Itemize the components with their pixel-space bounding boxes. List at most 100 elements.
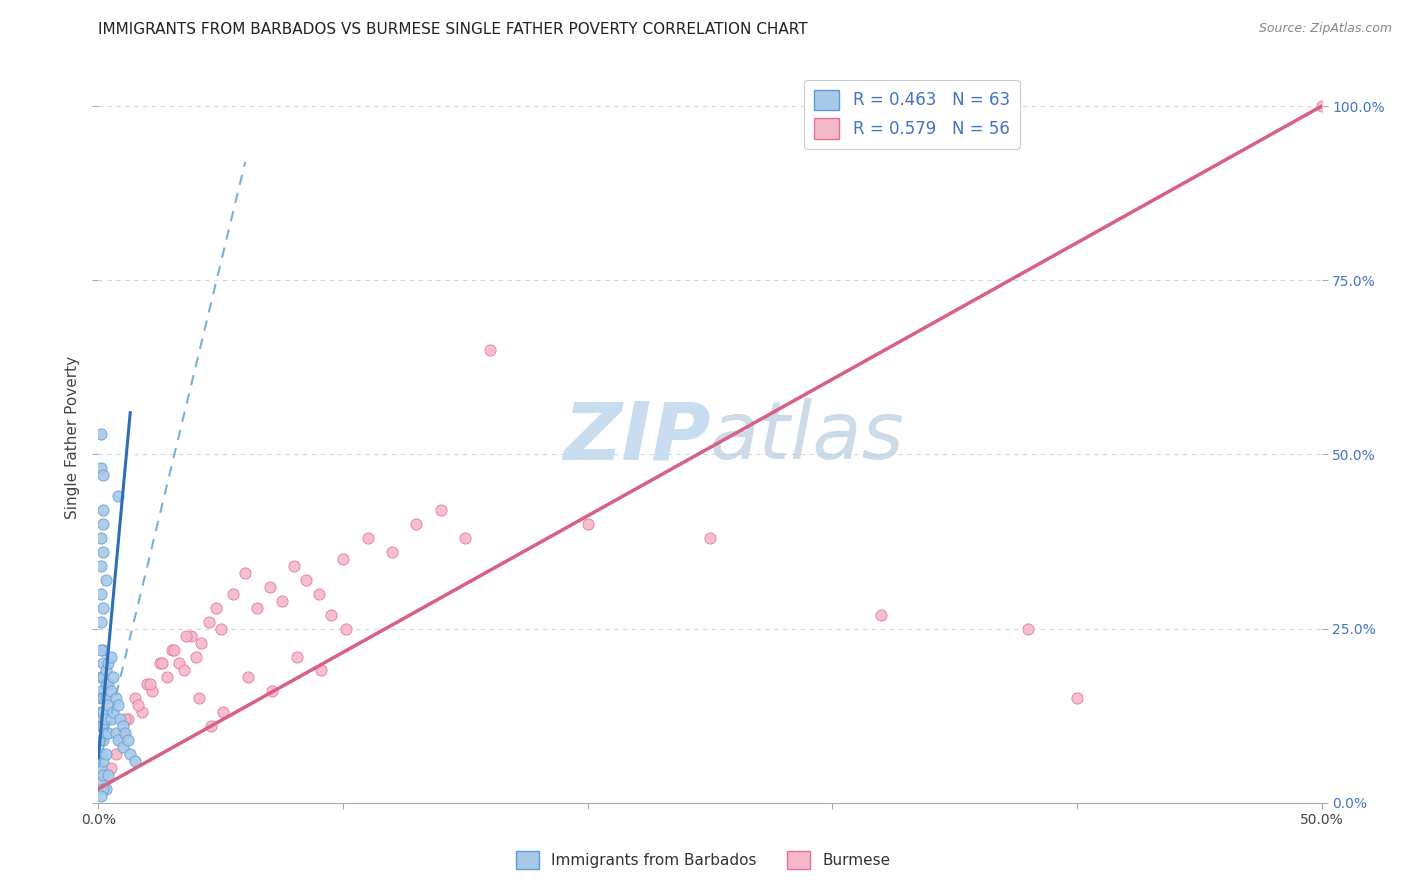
Legend: R = 0.463   N = 63, R = 0.579   N = 56: R = 0.463 N = 63, R = 0.579 N = 56	[804, 79, 1019, 149]
Point	[309, 664, 332, 678]
Point	[91, 719, 114, 733]
Legend: Immigrants from Barbados, Burmese: Immigrants from Barbados, Burmese	[509, 845, 897, 875]
Point	[94, 573, 117, 587]
Point	[187, 691, 209, 706]
Point	[308, 587, 330, 601]
Point	[104, 747, 127, 761]
Point	[94, 726, 117, 740]
Point	[120, 747, 142, 761]
Point	[110, 712, 132, 726]
Point	[1066, 691, 1088, 706]
Point	[90, 684, 112, 698]
Point	[101, 670, 124, 684]
Point	[381, 545, 404, 559]
Point	[90, 670, 112, 684]
Point	[173, 664, 195, 678]
Point	[190, 635, 212, 649]
Point	[97, 726, 120, 740]
Y-axis label: Single Father Poverty: Single Father Poverty	[65, 356, 80, 518]
Point	[150, 657, 173, 671]
Point	[117, 712, 139, 726]
Point	[91, 642, 114, 657]
Point	[94, 712, 117, 726]
Point	[576, 517, 599, 532]
Point	[107, 698, 129, 713]
Point	[90, 747, 112, 761]
Point	[90, 587, 112, 601]
Point	[91, 768, 114, 782]
Text: atlas: atlas	[710, 398, 905, 476]
Point	[111, 726, 134, 740]
Point	[91, 781, 114, 796]
Point	[111, 740, 134, 755]
Point	[295, 573, 318, 587]
Point	[430, 503, 453, 517]
Point	[91, 468, 114, 483]
Point	[91, 691, 114, 706]
Point	[94, 781, 117, 796]
Point	[124, 754, 146, 768]
Point	[91, 503, 114, 517]
Point	[167, 657, 190, 671]
Point	[90, 691, 112, 706]
Point	[100, 684, 122, 698]
Point	[259, 580, 281, 594]
Point	[90, 642, 112, 657]
Point	[139, 677, 162, 691]
Point	[90, 775, 112, 789]
Point	[100, 649, 122, 664]
Point	[90, 531, 112, 545]
Point	[335, 622, 357, 636]
Point	[270, 594, 294, 608]
Text: Source: ZipAtlas.com: Source: ZipAtlas.com	[1258, 22, 1392, 36]
Point	[114, 726, 136, 740]
Point	[205, 600, 228, 615]
Point	[233, 566, 256, 580]
Point	[176, 629, 198, 643]
Point	[94, 664, 117, 678]
Point	[91, 657, 114, 671]
Point	[90, 733, 112, 747]
Point	[94, 677, 117, 691]
Point	[212, 705, 235, 719]
Point	[405, 517, 427, 532]
Point	[149, 657, 172, 671]
Point	[180, 629, 202, 643]
Point	[97, 657, 120, 671]
Point	[699, 531, 721, 545]
Point	[200, 719, 222, 733]
Point	[91, 705, 114, 719]
Point	[111, 719, 134, 733]
Point	[319, 607, 342, 622]
Point	[104, 691, 127, 706]
Point	[186, 649, 208, 664]
Point	[90, 761, 112, 775]
Point	[90, 426, 112, 441]
Point	[100, 761, 122, 775]
Point	[97, 698, 120, 713]
Point	[100, 712, 122, 726]
Point	[236, 670, 259, 684]
Point	[97, 768, 120, 782]
Point	[117, 733, 139, 747]
Point	[90, 719, 112, 733]
Point	[222, 587, 245, 601]
Point	[870, 607, 893, 622]
Point	[127, 698, 149, 713]
Text: ZIP: ZIP	[562, 398, 710, 476]
Point	[107, 733, 129, 747]
Point	[90, 712, 112, 726]
Point	[124, 691, 146, 706]
Point	[101, 705, 124, 719]
Point	[94, 691, 117, 706]
Point	[246, 600, 269, 615]
Point	[163, 642, 186, 657]
Point	[356, 531, 378, 545]
Point	[91, 733, 114, 747]
Point	[104, 726, 127, 740]
Point	[1017, 622, 1039, 636]
Point	[1310, 99, 1333, 113]
Point	[110, 733, 132, 747]
Point	[90, 558, 112, 573]
Point	[90, 615, 112, 629]
